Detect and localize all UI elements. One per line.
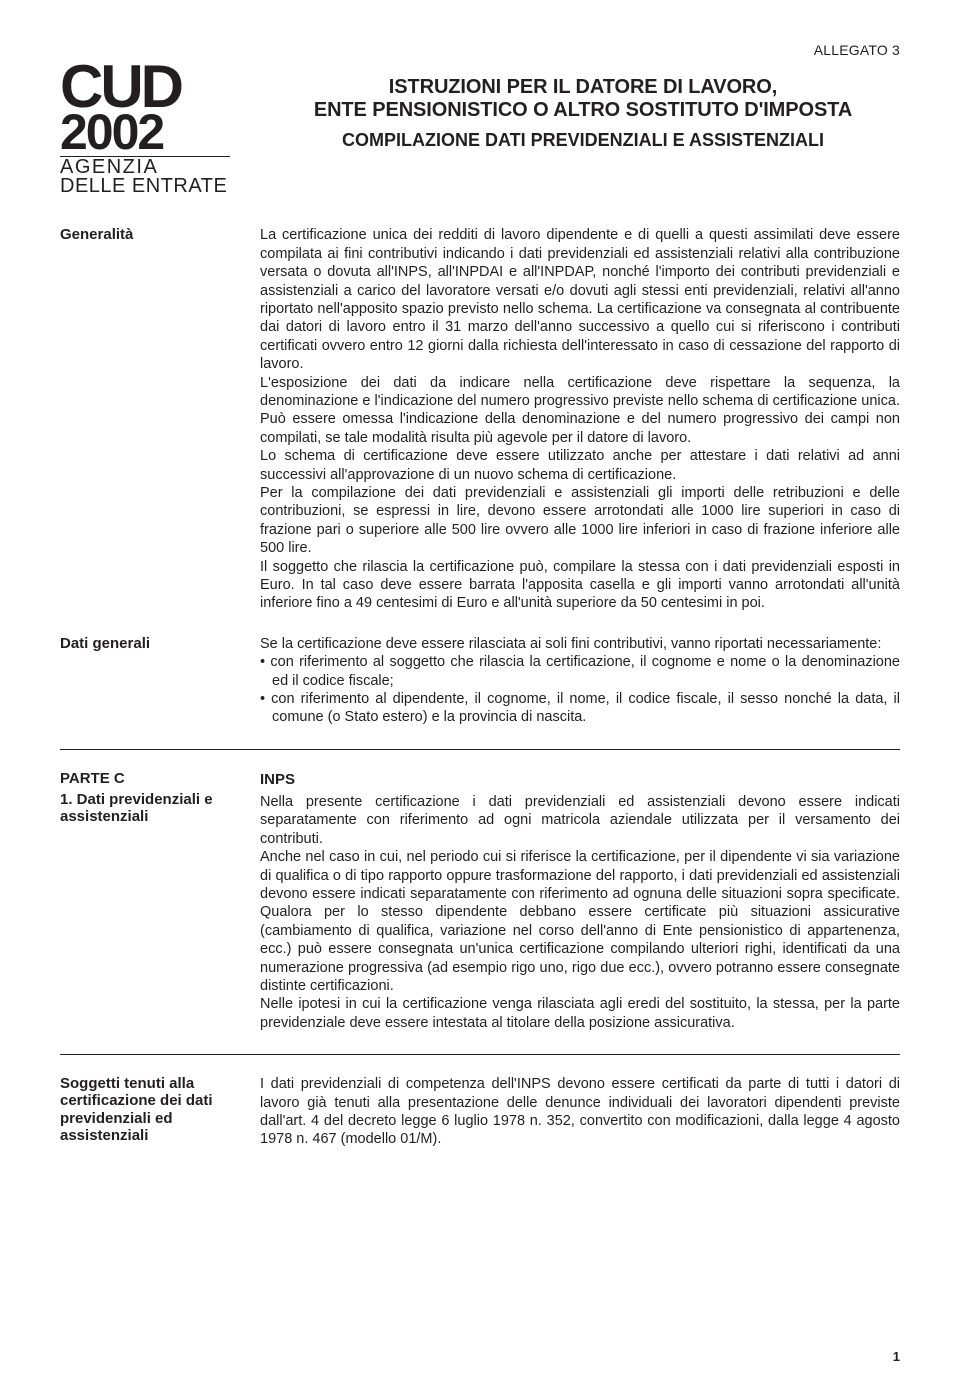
inps-heading: INPS [260, 770, 900, 789]
year-text: 2002 [60, 111, 230, 154]
section-parte-c: PARTE C 1. Dati previdenziali e assisten… [60, 770, 900, 1032]
title-line1: ISTRUZIONI PER IL DATORE DI LAVORO, [266, 76, 900, 99]
soggetti-body: I dati previdenziali di competenza dell'… [260, 1075, 900, 1149]
dati-generali-label: Dati generali [60, 635, 230, 727]
divider [60, 749, 900, 750]
section-dati-generali: Dati generali Se la certificazione deve … [60, 635, 900, 727]
title-line2: ENTE PENSIONISTICO O ALTRO SOSTITUTO D'I… [266, 99, 900, 122]
dati-generali-body: Se la certificazione deve essere rilasci… [260, 635, 900, 727]
parte-c-label: PARTE C 1. Dati previdenziali e assisten… [60, 770, 230, 1032]
parte-c-p2: Anche nel caso in cui, nel periodo cui s… [260, 848, 900, 995]
divider [60, 1054, 900, 1055]
logo-block: CUD 2002 AGENZIA DELLE ENTRATE [60, 64, 230, 196]
page-number: 1 [893, 1349, 900, 1364]
section-generalita: Generalità La certificazione unica dei r… [60, 226, 900, 613]
parte-c-p3: Nelle ipotesi in cui la certificazione v… [260, 995, 900, 1032]
title-block: ISTRUZIONI PER IL DATORE DI LAVORO, ENTE… [266, 64, 900, 151]
parte-c-subheading: 1. Dati previdenziali e assistenziali [60, 791, 230, 826]
generalita-p1: La certificazione unica dei redditi di l… [260, 226, 900, 373]
soggetti-p1: I dati previdenziali di competenza dell'… [260, 1075, 900, 1149]
section-soggetti: Soggetti tenuti alla certificazione dei … [60, 1075, 900, 1149]
generalita-p5: Il soggetto che rilascia la certificazio… [260, 558, 900, 613]
parte-c-body: INPS Nella presente certificazione i dat… [260, 770, 900, 1032]
generalita-label: Generalità [60, 226, 230, 613]
dati-generali-intro: Se la certificazione deve essere rilasci… [260, 635, 900, 653]
generalita-p3: Lo schema di certificazione deve essere … [260, 447, 900, 484]
generalita-p4: Per la compilazione dei dati previdenzia… [260, 484, 900, 558]
agenzia-line2: DELLE ENTRATE [60, 177, 230, 196]
agenzia-block: AGENZIA DELLE ENTRATE [60, 156, 230, 196]
dati-generali-bullet2: • con riferimento al dipendente, il cogn… [260, 690, 900, 727]
dati-generali-bullet1: • con riferimento al soggetto che rilasc… [260, 653, 900, 690]
generalita-body: La certificazione unica dei redditi di l… [260, 226, 900, 613]
allegato-label: ALLEGATO 3 [60, 42, 900, 58]
header-row: CUD 2002 AGENZIA DELLE ENTRATE ISTRUZION… [60, 64, 900, 196]
title-line3: COMPILAZIONE DATI PREVIDENZIALI E ASSIST… [266, 130, 900, 151]
document-page: ALLEGATO 3 CUD 2002 AGENZIA DELLE ENTRAT… [0, 0, 960, 1390]
parte-c-heading: PARTE C [60, 770, 230, 787]
generalita-p2: L'esposizione dei dati da indicare nella… [260, 374, 900, 448]
parte-c-p1: Nella presente certificazione i dati pre… [260, 793, 900, 848]
soggetti-label: Soggetti tenuti alla certificazione dei … [60, 1075, 230, 1149]
